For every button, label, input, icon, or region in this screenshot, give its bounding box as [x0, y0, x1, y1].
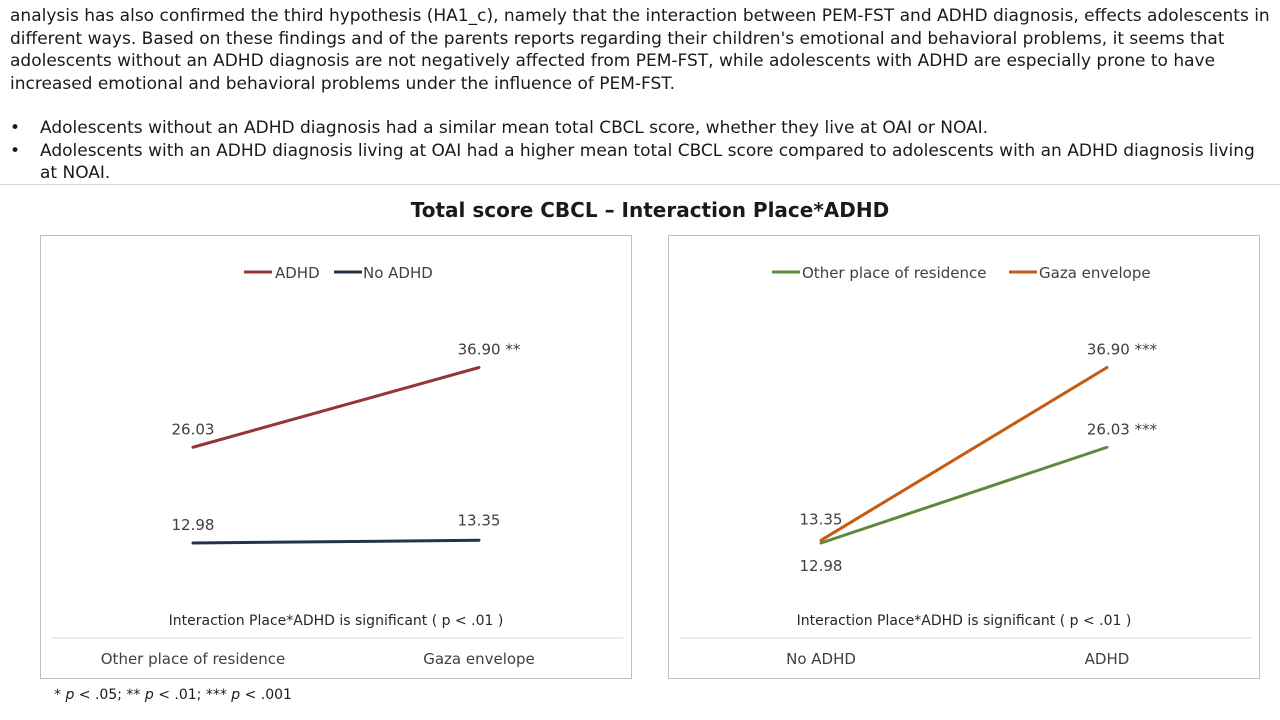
footnote: * p < .05; ** p < .01; *** p < .001: [54, 687, 292, 703]
significance-note: Interaction Place*ADHD is significant ( …: [797, 613, 1132, 629]
paragraph: analysis has also confirmed the third hy…: [10, 6, 1270, 94]
x-tick-label: Gaza envelope: [423, 650, 535, 668]
legend-label: No ADHD: [363, 264, 433, 282]
chart-title: Total score CBCL – Interaction Place*ADH…: [410, 198, 890, 222]
significance-note: Interaction Place*ADHD is significant ( …: [169, 613, 504, 629]
section-divider: [0, 184, 1280, 185]
chart-svg-adhd: Other place of residence Gaza envelope 12.…: [679, 264, 1251, 668]
footnote-p: p: [144, 687, 154, 703]
bullet-list: • Adolescents without an ADHD diagnosis …: [10, 117, 1272, 185]
data-label: 36.90 **: [458, 341, 521, 359]
data-label: 26.03: [172, 420, 215, 438]
data-label: 12.98: [800, 557, 843, 575]
chart-panel-adhd: Other place of residence Gaza envelope 12.…: [668, 235, 1260, 679]
note-text: Interaction Place*ADHD is significant: [169, 613, 432, 629]
footnote-p: p: [65, 687, 75, 703]
data-label: 26.03 ***: [1087, 420, 1158, 438]
chart-svg-place: ADHD No ADHD 26.03 36.90 ** 12.98 13.35 Intera…: [51, 264, 623, 668]
bullet-marker: •: [10, 118, 21, 138]
bullet-text: Adolescents without an ADHD diagnosis ha…: [40, 118, 989, 138]
series-line: [819, 445, 1109, 545]
series-line: [819, 366, 1109, 542]
note-text: Interaction Place*ADHD is significant: [797, 613, 1060, 629]
legend-label: ADHD: [275, 264, 320, 282]
x-tick-label: ADHD: [1085, 650, 1130, 668]
note-stat: ( p < .01 ): [432, 613, 504, 629]
bullet-item: • Adolescents with an ADHD diagnosis liv…: [10, 140, 1272, 185]
legend-label: Gaza envelope: [1039, 264, 1151, 282]
bullet-text: Adolescents with an ADHD diagnosis livin…: [40, 140, 1255, 184]
footnote-p: p: [231, 687, 241, 703]
footnote-text: < .001: [240, 687, 292, 703]
series-line: [191, 538, 481, 545]
data-label: 12.98: [172, 516, 215, 534]
data-label: 13.35: [458, 511, 501, 529]
body-text: analysis has also confirmed the third hy…: [10, 5, 1272, 185]
data-label: 36.90 ***: [1087, 341, 1158, 359]
footnote-text: < .05; **: [74, 687, 145, 703]
x-tick-label: Other place of residence: [101, 650, 286, 668]
legend-label: Other place of residence: [802, 264, 987, 282]
data-label: 13.35: [800, 510, 843, 528]
bullet-marker: •: [10, 140, 21, 161]
chart-panel-place: ADHD No ADHD 26.03 36.90 ** 12.98 13.35 Intera…: [40, 235, 632, 679]
series-line: [191, 366, 481, 449]
note-stat: ( p < .01 ): [1060, 613, 1132, 629]
footnote-text: *: [54, 687, 66, 703]
footnote-text: < .01; ***: [153, 687, 232, 703]
x-tick-label: No ADHD: [786, 650, 856, 668]
bullet-item: • Adolescents without an ADHD diagnosis …: [10, 117, 1272, 140]
